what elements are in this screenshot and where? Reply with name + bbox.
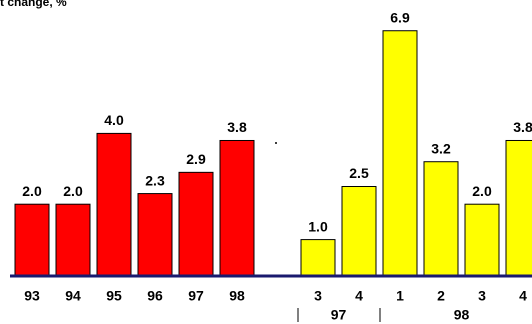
- bar: [14, 203, 50, 276]
- value-label: 2.9: [186, 151, 206, 167]
- group-label: 98: [454, 307, 470, 323]
- x-tick-label: 94: [65, 288, 81, 304]
- bar: [423, 161, 459, 276]
- bar: [341, 186, 377, 276]
- bar: [137, 193, 173, 276]
- value-label: 1.0: [308, 218, 328, 234]
- value-label: 6.9: [390, 9, 410, 25]
- value-label: 2.3: [145, 172, 165, 188]
- value-label: 3.2: [431, 140, 451, 156]
- bar: [505, 139, 532, 276]
- x-tick-label: 3: [478, 288, 486, 304]
- bar: [464, 203, 500, 276]
- bar: [55, 203, 91, 276]
- x-tick-label: 97: [188, 288, 204, 304]
- x-tick-label: 98: [229, 288, 245, 304]
- value-label: 3.8: [513, 119, 532, 135]
- value-label: 4.0: [104, 112, 124, 128]
- value-label: 2.0: [472, 183, 492, 199]
- x-tick-label: 95: [106, 288, 122, 304]
- group-label: 97: [331, 307, 347, 323]
- x-tick-label: 2: [437, 288, 445, 304]
- dot: [275, 142, 277, 144]
- chart-title: t change, %: [0, 0, 67, 9]
- x-tick-label: 4: [519, 288, 527, 304]
- value-label: 2.0: [63, 183, 83, 199]
- bar: [96, 132, 132, 276]
- x-tick-label: 96: [147, 288, 163, 304]
- x-tick-label: 4: [355, 288, 363, 304]
- x-tick-label: 1: [396, 288, 404, 304]
- value-label: 2.5: [349, 165, 369, 181]
- bar: [219, 139, 255, 276]
- bar: [382, 30, 418, 276]
- x-tick-label: 93: [24, 288, 40, 304]
- bar: [178, 171, 214, 276]
- value-label: 2.0: [22, 183, 42, 199]
- value-label: 3.8: [227, 119, 247, 135]
- x-tick-label: 3: [314, 288, 322, 304]
- bar: [300, 239, 336, 276]
